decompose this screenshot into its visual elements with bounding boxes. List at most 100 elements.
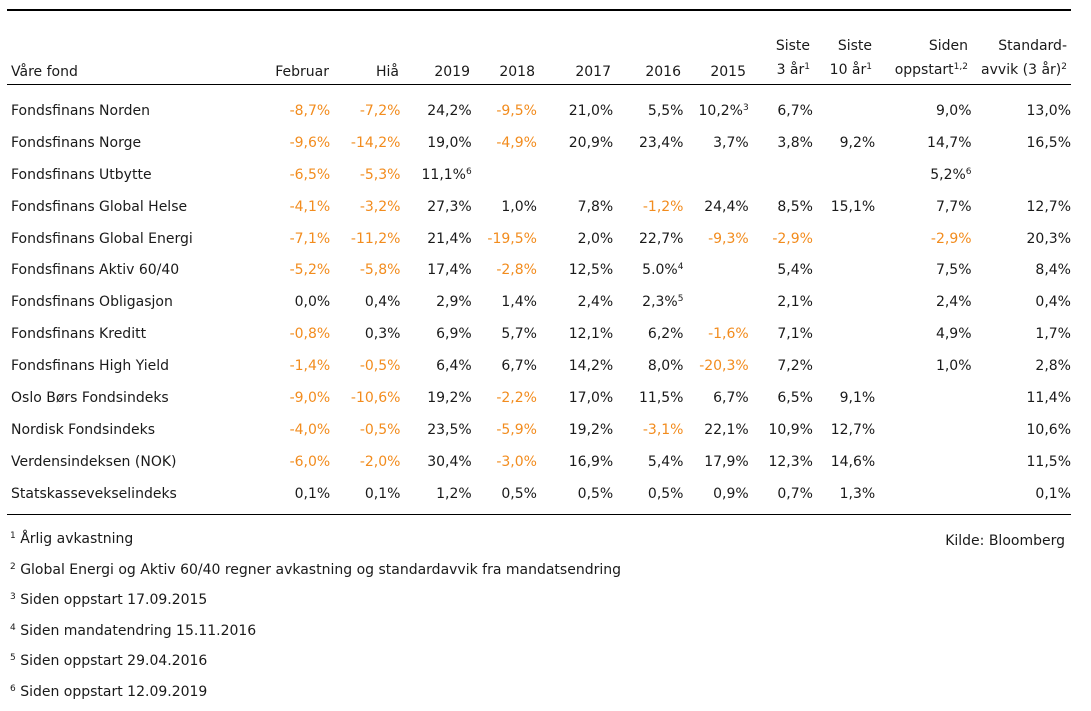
footnote: 1 Årlig avkastning: [10, 528, 621, 559]
return-cell: 21,4%: [400, 223, 471, 255]
return-cell: 6,4%: [400, 350, 471, 382]
return-cell: 12,1%: [537, 318, 613, 350]
return-cell: 20,9%: [537, 127, 613, 159]
return-cell: [472, 159, 537, 191]
return-cell: 1,2%: [400, 478, 471, 510]
return-cell: [875, 446, 971, 478]
return-cell: 0,4%: [330, 286, 400, 318]
return-cell: 13,0%: [972, 95, 1071, 127]
return-cell: 2,1%: [749, 286, 813, 318]
return-cell: 14,7%: [875, 127, 971, 159]
return-cell: 0,1%: [224, 478, 330, 510]
return-cell: 22,7%: [613, 223, 683, 255]
return-cell: -7,2%: [330, 95, 400, 127]
top-rule: [7, 9, 1071, 11]
return-cell: -6,0%: [224, 446, 330, 478]
return-cell: 0,5%: [613, 478, 683, 510]
return-cell: -1,2%: [613, 191, 683, 223]
header-2016: 2016: [645, 60, 681, 84]
return-cell: 24,2%: [400, 95, 471, 127]
footnote-ref: 6: [966, 167, 972, 177]
return-cell: 30,4%: [400, 446, 471, 478]
header-rule: [7, 84, 1071, 85]
return-cell: 9,1%: [813, 382, 875, 414]
footnote: 4 Siden mandatendring 15.11.2016: [10, 620, 621, 651]
header-siden-oppstart: Siden oppstart1,2: [895, 34, 968, 82]
fund-name: Fondsfinans Global Energi: [7, 223, 224, 255]
return-cell: 1,7%: [972, 318, 1071, 350]
return-cell: 16,9%: [537, 446, 613, 478]
return-cell: 12,3%: [749, 446, 813, 478]
return-cell: [875, 478, 971, 510]
table-row: Fondsfinans Norge-9,6%-14,2%19,0%-4,9%20…: [7, 127, 1071, 159]
return-cell: 2,4%: [537, 286, 613, 318]
return-cell: -9,0%: [224, 382, 330, 414]
fund-name: Fondsfinans Utbytte: [7, 159, 224, 191]
return-cell: -2,9%: [875, 223, 971, 255]
return-cell: 12,5%: [537, 254, 613, 286]
return-cell: [813, 350, 875, 382]
footnote: 2 Global Energi og Aktiv 60/40 regner av…: [10, 559, 621, 590]
return-cell: [813, 286, 875, 318]
footnote-ref: 6: [466, 167, 472, 177]
return-cell: 2,8%: [972, 350, 1071, 382]
return-cell: 0,4%: [972, 286, 1071, 318]
return-cell: 0,5%: [472, 478, 537, 510]
table-row: Fondsfinans Kreditt-0,8%0,3%6,9%5,7%12,1…: [7, 318, 1071, 350]
return-cell: 10,2%3: [683, 95, 748, 127]
header-2019: 2019: [434, 60, 470, 84]
table-row: Fondsfinans Global Energi-7,1%-11,2%21,4…: [7, 223, 1071, 255]
header-fund: Våre fond: [11, 60, 78, 84]
return-cell: -5,8%: [330, 254, 400, 286]
return-cell: 4,9%: [875, 318, 971, 350]
return-cell: 11,1%6: [400, 159, 471, 191]
return-cell: 12,7%: [813, 414, 875, 446]
return-cell: 19,0%: [400, 127, 471, 159]
return-cell: 7,8%: [537, 191, 613, 223]
return-cell: 1,0%: [875, 350, 971, 382]
header-standardavvik: Standard- avvik (3 år)2: [981, 34, 1067, 82]
fund-name: Fondsfinans Obligasjon: [7, 286, 224, 318]
return-cell: 17,9%: [683, 446, 748, 478]
return-cell: 5,7%: [472, 318, 537, 350]
return-cell: 9,0%: [875, 95, 971, 127]
return-cell: 3,8%: [749, 127, 813, 159]
return-cell: 22,1%: [683, 414, 748, 446]
return-cell: 6,2%: [613, 318, 683, 350]
return-cell: 11,5%: [613, 382, 683, 414]
return-cell: 7,1%: [749, 318, 813, 350]
table-row: Verdensindeksen (NOK)-6,0%-2,0%30,4%-3,0…: [7, 446, 1071, 478]
return-cell: 1,0%: [472, 191, 537, 223]
return-cell: -5,2%: [224, 254, 330, 286]
returns-table: Fondsfinans Norden-8,7%-7,2%24,2%-9,5%21…: [7, 95, 1071, 510]
fund-name: Fondsfinans Norden: [7, 95, 224, 127]
footnote-ref: 3: [743, 103, 749, 113]
return-cell: -6,5%: [224, 159, 330, 191]
return-cell: 5,5%: [613, 95, 683, 127]
table-row: Nordisk Fondsindeks-4,0%-0,5%23,5%-5,9%1…: [7, 414, 1071, 446]
fund-name: Nordisk Fondsindeks: [7, 414, 224, 446]
return-cell: 5,4%: [613, 446, 683, 478]
return-cell: [813, 159, 875, 191]
table-row: Oslo Børs Fondsindeks-9,0%-10,6%19,2%-2,…: [7, 382, 1071, 414]
return-cell: 0,5%: [537, 478, 613, 510]
return-cell: 15,1%: [813, 191, 875, 223]
return-cell: [875, 382, 971, 414]
fund-name: Statskassevekselindeks: [7, 478, 224, 510]
return-cell: 12,7%: [972, 191, 1071, 223]
return-cell: 2,9%: [400, 286, 471, 318]
return-cell: -0,5%: [330, 350, 400, 382]
footnote-ref: 5: [678, 294, 684, 304]
source-label: Kilde: Bloomberg: [945, 530, 1065, 552]
return-cell: 17,0%: [537, 382, 613, 414]
return-cell: -0,8%: [224, 318, 330, 350]
return-cell: -20,3%: [683, 350, 748, 382]
return-cell: 23,5%: [400, 414, 471, 446]
return-cell: 7,5%: [875, 254, 971, 286]
table-row: Fondsfinans Aktiv 60/40-5,2%-5,8%17,4%-2…: [7, 254, 1071, 286]
return-cell: -8,7%: [224, 95, 330, 127]
return-cell: 6,7%: [472, 350, 537, 382]
